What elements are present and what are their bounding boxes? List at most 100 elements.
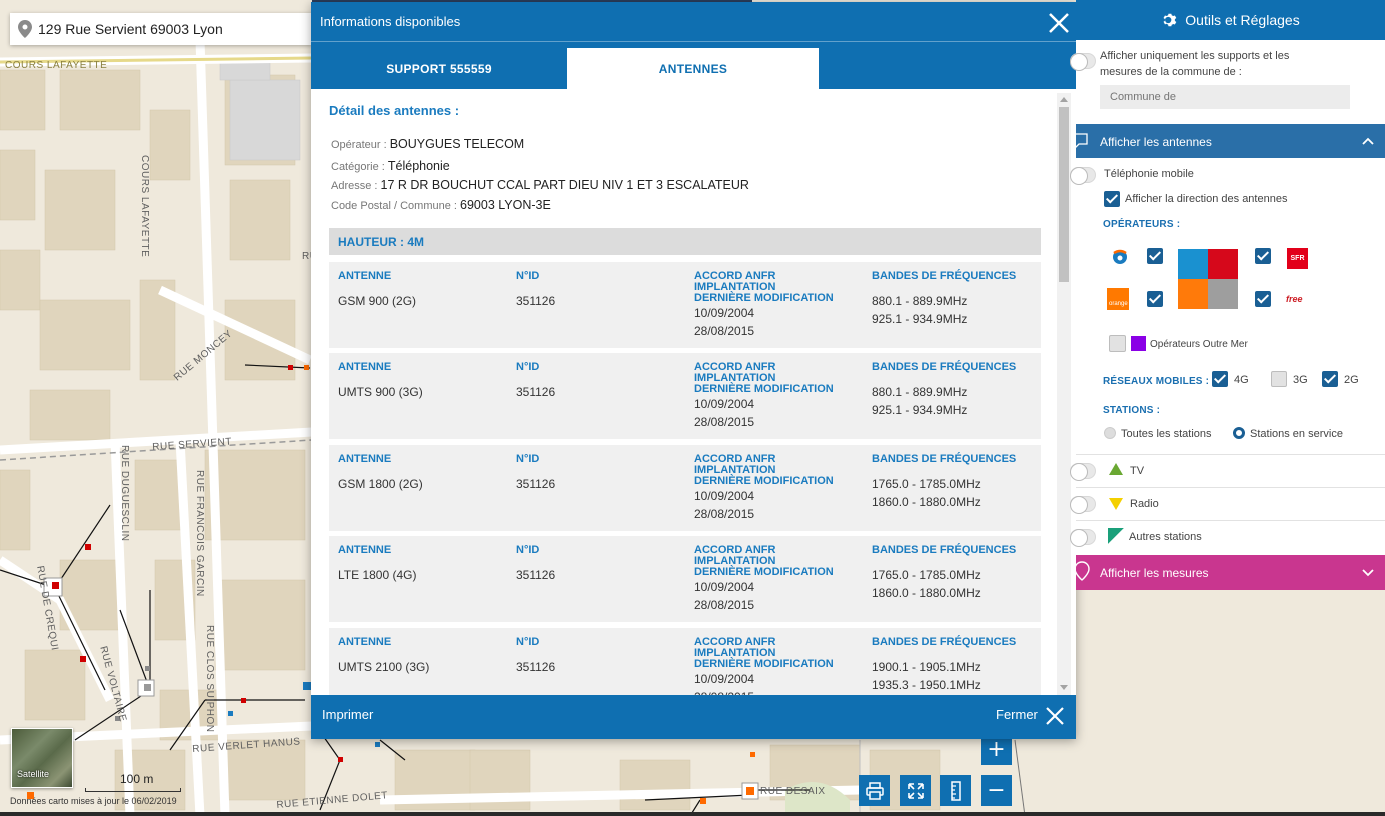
col-header-accord: ACCORD ANFR IMPLANTATION DERNIÈRE MODIFI…: [694, 271, 834, 304]
operateur-label: Opérateur :: [331, 139, 390, 151]
scrollbar-thumb[interactable]: [1059, 107, 1069, 282]
telephonie-label: Téléphonie mobile: [1104, 168, 1194, 180]
autres-label: Autres stations: [1129, 531, 1202, 543]
antennes-section-header[interactable]: Afficher les antennes: [1073, 124, 1385, 158]
scroll-down-arrow[interactable]: [1060, 685, 1068, 690]
panel-header: Outils et Réglages: [1076, 0, 1385, 40]
sfr-label: SFR: [1290, 255, 1305, 262]
free-label: free: [1286, 294, 1303, 304]
col-header-id: N°ID: [516, 453, 540, 465]
modal-body[interactable]: Détail des antennes : Opérateur : BOUYGU…: [311, 89, 1076, 695]
orange-label: orange: [1109, 301, 1128, 307]
mesures-section-label: Afficher les mesures: [1100, 566, 1209, 580]
antenna-id: 351126: [516, 385, 556, 399]
direction-checkbox[interactable]: [1104, 191, 1120, 207]
street-ru-fragment: RU: [302, 251, 318, 262]
tab-support[interactable]: SUPPORT 555559: [386, 61, 492, 76]
commune-text-line2: mesures de la commune de :: [1100, 66, 1242, 78]
panel-title: Outils et Réglages: [1185, 12, 1300, 28]
stations-service-radio[interactable]: [1233, 427, 1245, 439]
categorie-value: Téléphonie: [387, 159, 450, 173]
info-adresse: Adresse : 17 R DR BOUCHUT CCAL PART DIEU…: [331, 178, 749, 192]
print-button[interactable]: Imprimer: [322, 707, 374, 722]
scroll-up-arrow[interactable]: [1060, 97, 1068, 102]
accord-line-1: ACCORD ANFR: [694, 270, 776, 282]
4g-checkbox[interactable]: [1212, 371, 1228, 387]
col-header-id: N°ID: [516, 544, 540, 556]
free-checkbox[interactable]: [1255, 291, 1271, 307]
sfr-checkbox[interactable]: [1255, 248, 1271, 264]
outre-mer-checkbox[interactable]: [1109, 335, 1126, 352]
col-header-antenne: ANTENNE: [338, 270, 392, 282]
antenna-id: 351126: [516, 477, 556, 491]
antenna-band-1: 1765.0 - 1785.0MHz: [872, 568, 981, 582]
orange-checkbox[interactable]: [1147, 291, 1163, 307]
pin-outline-icon: [1074, 561, 1090, 581]
antenna-band-1: 880.1 - 889.9MHz: [872, 385, 968, 399]
settings-panel: Outils et Réglages Afficher uniquement l…: [1070, 0, 1385, 590]
ruler-icon: [950, 780, 961, 801]
orange-logo-icon: orange: [1107, 288, 1129, 310]
close-icon[interactable]: [1044, 705, 1066, 727]
divider: [1076, 520, 1385, 521]
accord-line-3: DERNIÈRE MODIFICATION: [694, 658, 834, 670]
antenna-implantation-date: 10/09/2004: [694, 397, 755, 411]
antenna-modification-date: 28/08/2015: [694, 598, 755, 612]
col-header-bandes: BANDES DE FRÉQUENCES: [872, 270, 1017, 282]
scrollbar[interactable]: [1057, 93, 1071, 695]
antenna-band-2: 1860.0 - 1880.0MHz: [872, 495, 981, 509]
4g-label: 4G: [1234, 374, 1249, 386]
scale-bar: [85, 788, 181, 792]
reseaux-title: RÉSEAUX MOBILES :: [1103, 376, 1210, 387]
commune-toggle[interactable]: [1070, 53, 1096, 71]
bouygues-logo-icon: [1113, 249, 1127, 264]
carto-update-note: Données carto mises à jour le 06/02/2019: [10, 796, 177, 806]
accord-line-2: IMPLANTATION: [694, 464, 776, 476]
col-header-accord: ACCORD ANFR IMPLANTATION DERNIÈRE MODIFI…: [694, 362, 834, 395]
fullscreen-button[interactable]: [900, 775, 931, 806]
header-divider: [311, 41, 1076, 42]
radio-toggle[interactable]: [1070, 496, 1096, 514]
accord-line-2: IMPLANTATION: [694, 281, 776, 293]
categorie-label: Catégorie :: [331, 161, 388, 173]
antenna-modification-date: 28/08/2015: [694, 324, 755, 338]
accord-line-2: IMPLANTATION: [694, 555, 776, 567]
gear-icon: [1163, 13, 1177, 27]
radio-label: Radio: [1130, 498, 1159, 510]
telephonie-toggle[interactable]: [1070, 167, 1096, 185]
expand-icon: [907, 782, 924, 799]
zoom-out-button[interactable]: −: [981, 775, 1012, 806]
bouygues-checkbox[interactable]: [1147, 248, 1163, 264]
satellite-toggle[interactable]: Satellite: [11, 728, 73, 788]
modal-title: Informations disponibles: [320, 14, 461, 29]
3g-checkbox[interactable]: [1271, 371, 1287, 387]
tv-triangle-icon: [1109, 463, 1123, 475]
location-pin-icon: [18, 20, 32, 38]
speech-bubble-icon: [1073, 133, 1088, 150]
free-logo-icon: free: [1286, 294, 1303, 304]
operateurs-title: OPÉRATEURS :: [1103, 219, 1181, 230]
close-icon[interactable]: [1046, 10, 1072, 36]
2g-checkbox[interactable]: [1322, 371, 1338, 387]
toutes-stations-label: Toutes les stations: [1121, 428, 1212, 440]
chevron-down-icon: [1362, 569, 1374, 577]
antenna-band-1: 1765.0 - 1785.0MHz: [872, 477, 981, 491]
tv-toggle[interactable]: [1070, 463, 1096, 481]
toutes-stations-radio[interactable]: [1104, 427, 1116, 439]
fermer-button[interactable]: Fermer: [996, 707, 1038, 722]
2g-label: 2G: [1344, 374, 1359, 386]
mesures-section-header[interactable]: Afficher les mesures: [1074, 555, 1385, 590]
commune-input[interactable]: [1100, 85, 1350, 109]
tab-antennes[interactable]: ANTENNES: [567, 48, 819, 89]
print-map-button[interactable]: [859, 775, 890, 806]
address-search-box[interactable]: 129 Rue Servient 69003 Lyon: [10, 13, 312, 45]
measure-button[interactable]: [940, 775, 971, 806]
col-header-antenne: ANTENNE: [338, 636, 392, 648]
stations-service-label: Stations en service: [1250, 428, 1343, 440]
accord-line-2: IMPLANTATION: [694, 372, 776, 384]
autres-toggle[interactable]: [1070, 529, 1096, 547]
info-operateur: Opérateur : BOUYGUES TELECOM: [331, 137, 524, 151]
zoom-in-button[interactable]: +: [981, 734, 1012, 765]
accord-line-3: DERNIÈRE MODIFICATION: [694, 475, 834, 487]
antenna-band-2: 925.1 - 934.9MHz: [872, 312, 968, 326]
